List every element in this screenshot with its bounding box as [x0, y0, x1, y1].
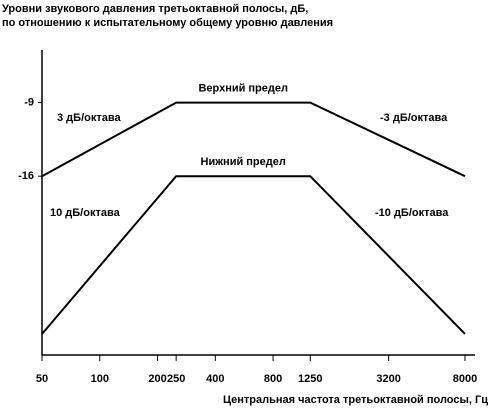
x-tick-label: 800 — [264, 373, 282, 385]
line — [41, 101, 466, 178]
series-label: Верхний предел — [198, 82, 288, 94]
x-tick-label: 3200 — [376, 373, 400, 385]
annotation: -10 дБ/октава — [375, 207, 449, 219]
x-tick-label: 400 — [206, 373, 224, 385]
x-tick-label: 100 — [91, 373, 109, 385]
annotation: -3 дБ/октава — [380, 112, 448, 124]
x-tick-label: 50 — [36, 373, 48, 385]
y-tick-label: -16 — [18, 170, 34, 182]
line — [41, 175, 466, 335]
x-tick-label: 250 — [167, 373, 185, 385]
x-tick-label: 200 — [148, 373, 166, 385]
x-tick-label: 8000 — [453, 373, 477, 385]
annotation: 10 дБ/октава — [50, 207, 121, 219]
y-axis-title: по отношению к испытательному общему уро… — [2, 17, 333, 29]
y-axis-title: Уровни звукового давления третьоктавной … — [2, 3, 308, 15]
series-label: Нижний предел — [201, 156, 286, 168]
annotation: 3 дБ/октава — [57, 112, 121, 124]
y-tick-label: -9 — [24, 96, 34, 108]
x-axis-title: Центральная частота третьоктавной полосы… — [223, 394, 488, 406]
x-tick-label: 1250 — [298, 373, 322, 385]
